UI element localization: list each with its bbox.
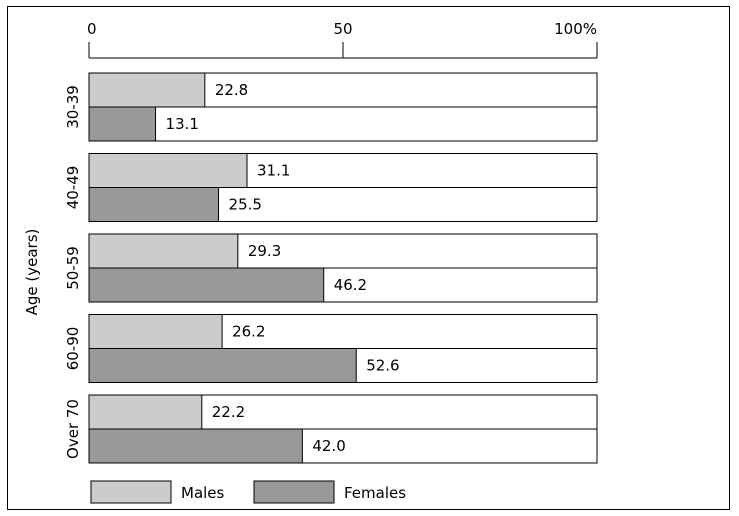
bar-females-60-90 xyxy=(88,348,357,383)
bar-value-label: 42.0 xyxy=(312,437,345,455)
x-tick-label: 100% xyxy=(554,20,597,38)
legend-swatch-males xyxy=(90,480,172,504)
bar-females-30-39 xyxy=(88,106,157,142)
category-label: 40-49 xyxy=(64,166,82,210)
bar-males-40-49 xyxy=(88,153,248,188)
category-labels: 30-39 40-49 50-59 60-90 Over 70 xyxy=(64,85,82,459)
bar-females-50-59 xyxy=(88,267,325,303)
bar-value-label: 13.1 xyxy=(166,115,199,133)
category-label: Over 70 xyxy=(64,399,82,459)
bar-females-40-49 xyxy=(88,187,220,222)
bar-males-30-39 xyxy=(88,72,206,108)
bar-males-over-70 xyxy=(88,394,203,430)
bar-males-60-90 xyxy=(88,314,223,349)
bar-value-label: 52.6 xyxy=(366,357,399,375)
legend-label-females: Females xyxy=(344,484,406,502)
bar-value-label: 26.2 xyxy=(232,323,265,341)
bar-value-label: 22.2 xyxy=(212,403,245,421)
x-tick-label: 0 xyxy=(87,20,97,38)
y-axis-label: Age (years) xyxy=(23,229,41,316)
bar-females-over-70 xyxy=(88,428,303,464)
x-axis: 0 50 100% xyxy=(87,20,598,59)
bar-value-label: 46.2 xyxy=(334,276,367,294)
category-label: 30-39 xyxy=(64,85,82,129)
bar-value-label: 31.1 xyxy=(257,162,290,180)
x-tick-label: 50 xyxy=(333,20,352,38)
bar-value-label: 25.5 xyxy=(229,196,262,214)
bar-males-50-59 xyxy=(88,233,239,269)
legend: Males Females xyxy=(90,480,406,504)
bar-track xyxy=(88,106,598,142)
bar-value-label: 29.3 xyxy=(248,242,281,260)
bars: 22.8 13.1 31.1 25.5 29.3 46.2 26.2 52.6 22.2 42.0 xyxy=(88,72,598,464)
bar-value-label: 22.8 xyxy=(215,81,248,99)
category-label: 50-59 xyxy=(64,246,82,290)
legend-label-males: Males xyxy=(181,484,225,502)
legend-swatch-females xyxy=(253,480,335,504)
category-label: 60-90 xyxy=(64,327,82,371)
